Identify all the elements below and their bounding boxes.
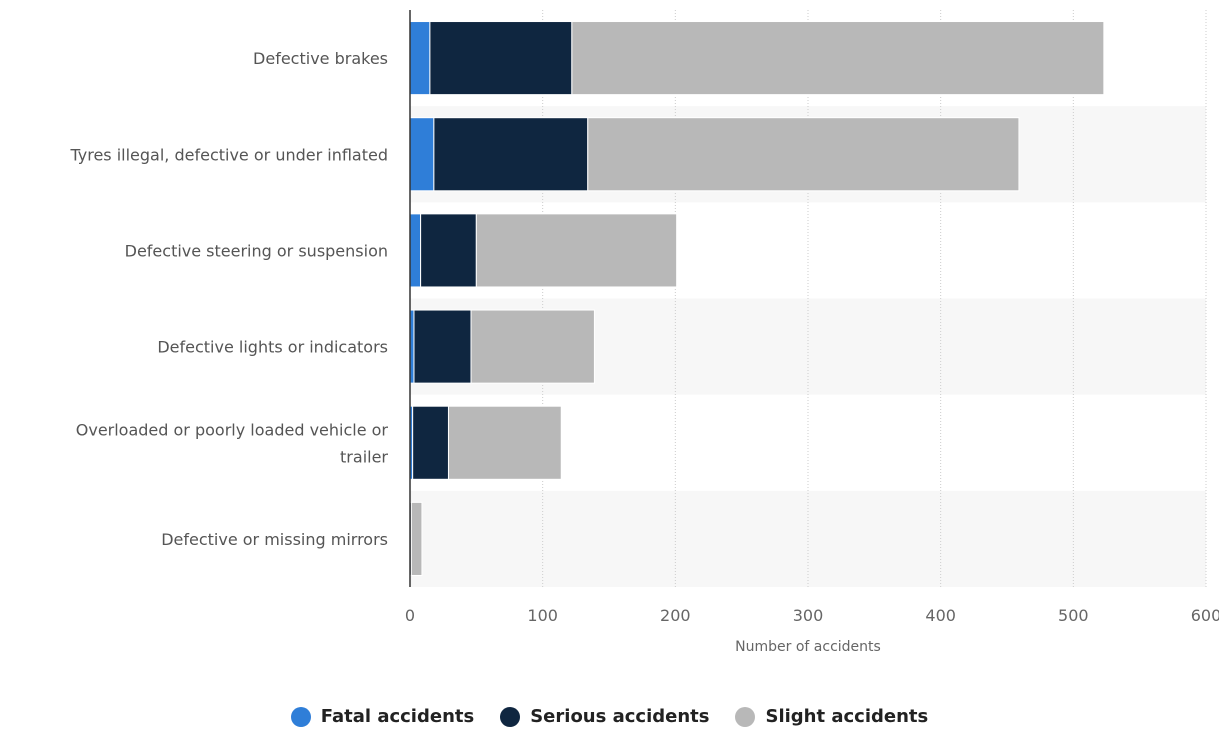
bar-serious-accidents[interactable] <box>429 21 573 96</box>
x-tick-label: 0 <box>405 606 415 625</box>
bar-serious-accidents[interactable] <box>412 405 449 480</box>
bar-slight-accidents[interactable] <box>447 405 562 480</box>
category-label: Overloaded or poorly loaded vehicle or tr… <box>76 420 389 466</box>
legend-item[interactable]: Serious accidents <box>500 706 709 727</box>
category-label: Defective lights or indicators <box>157 338 388 357</box>
bar-serious-accidents[interactable] <box>413 309 472 384</box>
legend-label: Fatal accidents <box>320 706 475 727</box>
category-label-line: Overloaded or poorly loaded vehicle or <box>76 420 389 439</box>
bar-slight-accidents[interactable] <box>470 309 595 384</box>
legend-swatch <box>500 706 521 727</box>
bar-slight-accidents[interactable] <box>475 213 678 288</box>
bar-serious-accidents[interactable] <box>433 117 589 192</box>
legend-item[interactable]: Fatal accidents <box>290 706 475 727</box>
category-label: Defective steering or suspension <box>125 241 388 260</box>
category-label-line: Defective steering or suspension <box>125 241 388 260</box>
gridlines <box>542 10 1207 587</box>
category-label-line: Defective brakes <box>253 49 388 68</box>
x-tick-label: 600 <box>1191 606 1219 625</box>
x-tick-label: 400 <box>925 606 956 625</box>
category-label-line: Tyres illegal, defective or under inflat… <box>69 145 388 164</box>
x-tick-labels: 0 100 200 300 400 500 600 <box>405 606 1219 625</box>
legend-swatch <box>290 706 311 727</box>
x-tick-label: 100 <box>527 606 558 625</box>
x-tick-label: 200 <box>660 606 691 625</box>
category-label-line: Defective lights or indicators <box>157 338 388 357</box>
bars <box>409 21 1105 576</box>
bar-slight-accidents[interactable] <box>571 21 1105 96</box>
category-label: Defective brakes <box>253 49 388 68</box>
legend-label: Serious accidents <box>530 706 710 727</box>
category-labels: Defective brakes Tyres illegal, defective… <box>69 49 388 549</box>
category-label-line: Defective or missing mirrors <box>161 530 388 549</box>
category-label: Defective or missing mirrors <box>161 530 388 549</box>
legend: Fatal accidents Serious accidents Slight a… <box>0 706 1219 727</box>
x-tick-label: 500 <box>1058 606 1089 625</box>
bar-slight-accidents[interactable] <box>587 117 1020 192</box>
x-axis-title: Number of accidents <box>735 639 881 655</box>
legend-label: Slight accidents <box>765 706 929 727</box>
bar-fatal-accidents[interactable] <box>409 21 431 96</box>
bar-fatal-accidents[interactable] <box>409 117 435 192</box>
category-label-line: trailer <box>340 447 388 466</box>
x-tick-label: 300 <box>793 606 824 625</box>
legend-swatch <box>735 706 756 727</box>
bar-serious-accidents[interactable] <box>420 213 477 288</box>
bar-slight-accidents[interactable] <box>410 501 423 576</box>
legend-item[interactable]: Slight accidents <box>735 706 928 727</box>
bar-fatal-accidents[interactable] <box>409 213 422 288</box>
category-label: Tyres illegal, defective or under inflat… <box>69 145 388 164</box>
